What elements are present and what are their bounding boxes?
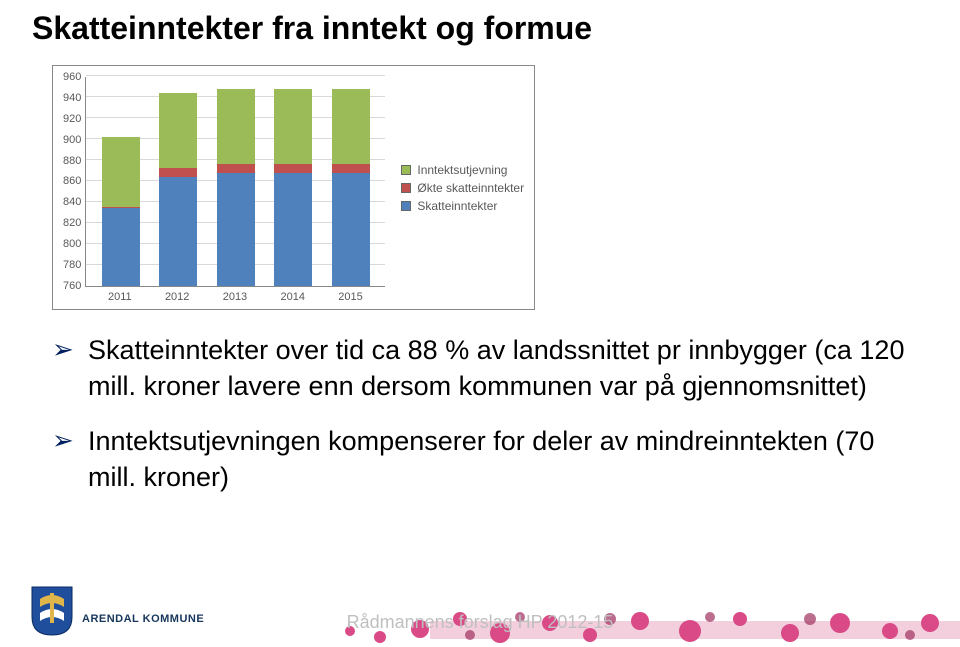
bar-segment-skatt: [102, 208, 140, 286]
chart-container: 960940920900880860840820800780760 201120…: [52, 65, 928, 310]
y-tick-label: 920: [63, 114, 81, 125]
bar-segment-okte: [332, 164, 370, 172]
y-axis: 960 940 920 900 880 860 840 820 800 780 760: [63, 72, 85, 292]
kommune-label: ARENDAL KOMMUNE: [82, 613, 204, 625]
y-tick-label: 780: [63, 260, 81, 271]
logo-shield-icon: [30, 585, 74, 637]
bullet-item: Skatteinntekter over tid ca 88 % av land…: [52, 332, 928, 405]
bar-segment-skatt: [159, 177, 197, 286]
legend: Inntektsutjevning Økte skatteinntekter S…: [401, 163, 524, 213]
bar: [274, 89, 312, 286]
y-tick-label: 900: [63, 135, 81, 146]
legend-label: Inntektsutjevning: [417, 163, 507, 177]
footer: ARENDAL KOMMUNE Rådmannens forslag HP 20…: [0, 589, 960, 647]
y-tick-label: 820: [63, 218, 81, 229]
x-tick-label: 2012: [165, 291, 189, 303]
bullet-item: Inntektsutjevningen kompenserer for dele…: [52, 423, 928, 496]
bar: [102, 137, 140, 286]
y-tick-label: 800: [63, 239, 81, 250]
x-tick-label: 2011: [108, 291, 132, 303]
y-tick-label: 860: [63, 176, 81, 187]
bar-segment-utj: [217, 89, 255, 165]
page-title: Skatteinntekter fra inntekt og formue: [32, 10, 928, 47]
y-tick-label: 840: [63, 197, 81, 208]
legend-item: Inntektsutjevning: [401, 163, 524, 177]
bar-segment-okte: [159, 168, 197, 176]
footer-text: Rådmannens forslag HP 2012-15: [347, 612, 614, 633]
chart-frame: 960940920900880860840820800780760 201120…: [52, 65, 535, 310]
legend-label: Økte skatteinntekter: [417, 181, 524, 195]
bar-segment-utj: [159, 93, 197, 169]
legend-label: Skatteinntekter: [417, 199, 497, 213]
bar-segment-utj: [102, 137, 140, 207]
bar: [159, 93, 197, 286]
bar-segment-skatt: [274, 173, 312, 286]
bar: [332, 89, 370, 286]
y-tick-label: 960: [63, 72, 81, 83]
bar-segment-okte: [274, 164, 312, 172]
y-tick-label: 940: [63, 93, 81, 104]
bar-segment-okte: [217, 164, 255, 172]
x-tick-label: 2014: [280, 291, 304, 303]
bar-segment-utj: [274, 89, 312, 165]
bar-segment-skatt: [332, 173, 370, 286]
x-tick-label: 2015: [338, 291, 362, 303]
x-axis: 2011 2012 2013 2014 2015: [85, 287, 385, 303]
legend-swatch-utj: [401, 165, 411, 175]
legend-item: Økte skatteinntekter: [401, 181, 524, 195]
legend-swatch-okte: [401, 183, 411, 193]
bullet-list: Skatteinntekter over tid ca 88 % av land…: [32, 332, 928, 514]
y-tick-label: 880: [63, 156, 81, 167]
bar-segment-skatt: [217, 173, 255, 286]
plot-area: [85, 77, 385, 287]
bar-segment-utj: [332, 89, 370, 165]
legend-item: Skatteinntekter: [401, 199, 524, 213]
x-tick-label: 2013: [223, 291, 247, 303]
legend-swatch-skatt: [401, 201, 411, 211]
bar: [217, 89, 255, 286]
y-tick-label: 760: [63, 281, 81, 292]
